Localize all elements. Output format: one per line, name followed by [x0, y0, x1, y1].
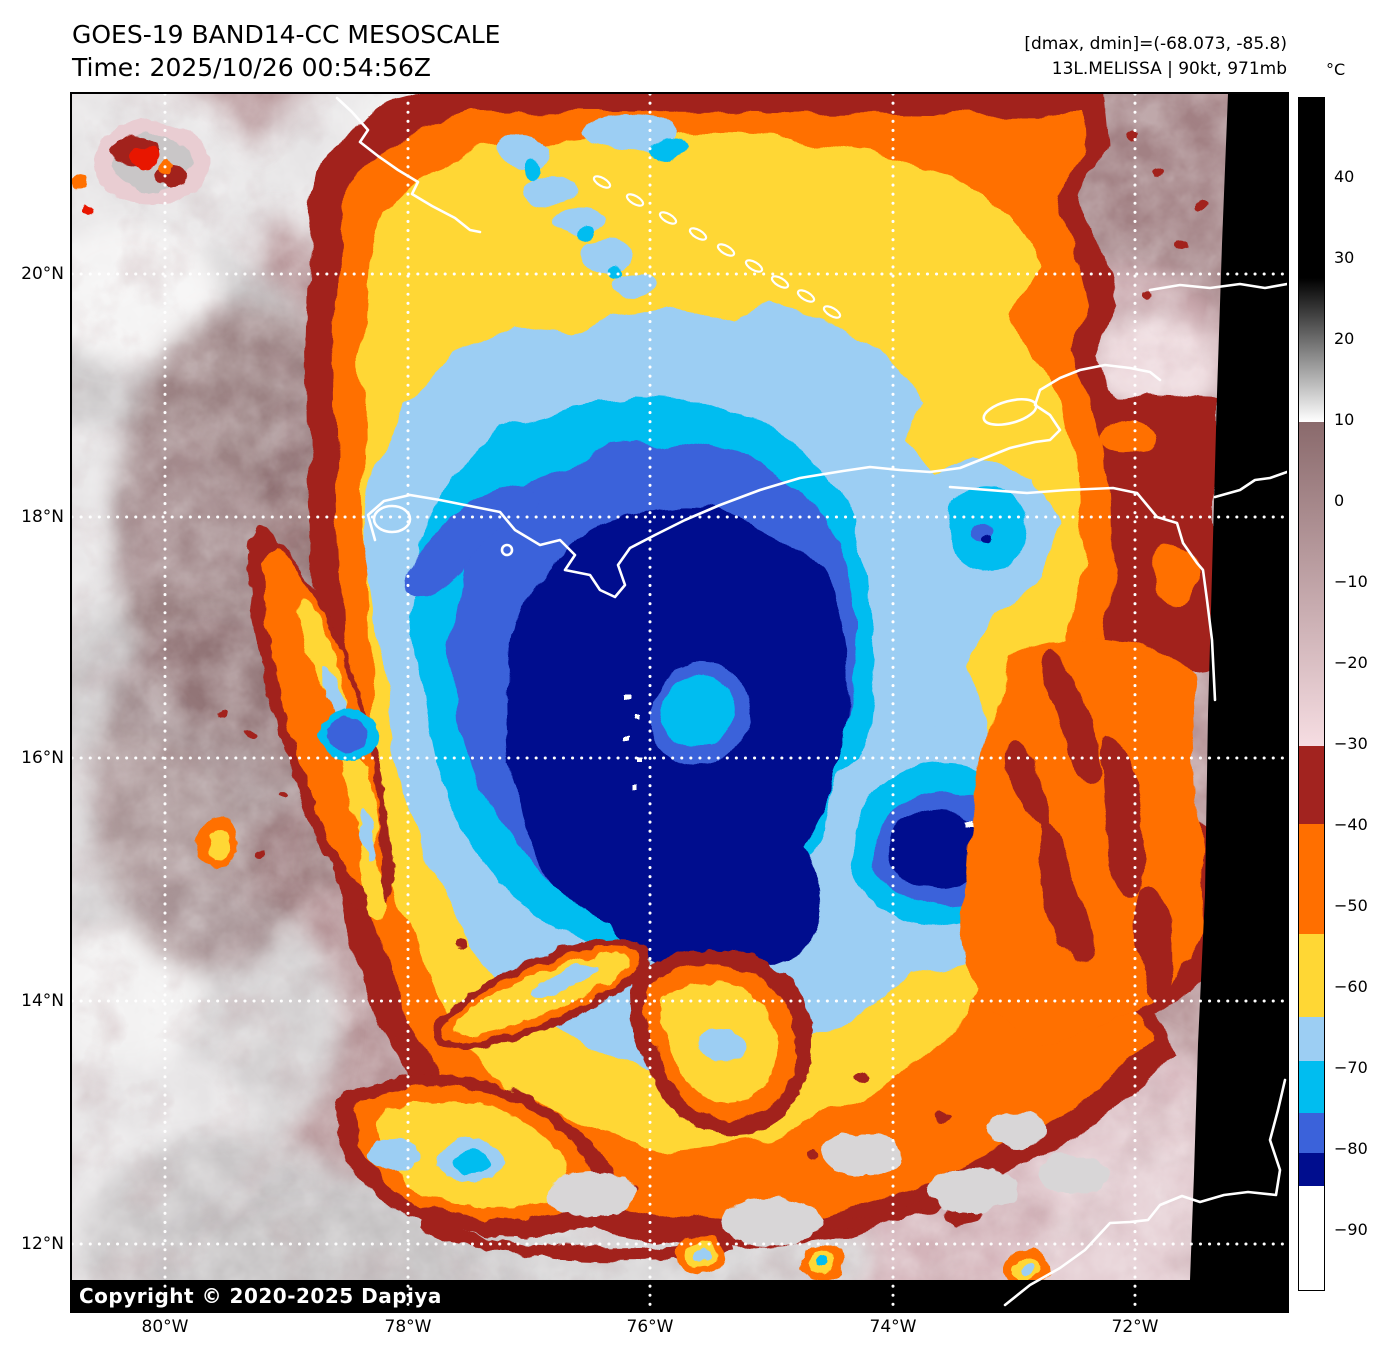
lon-axis-label: 74°W — [869, 1317, 917, 1337]
east-orange-field — [962, 636, 1200, 1044]
storm-info: 13L.MELISSA | 90kt, 971mb — [1051, 59, 1287, 79]
west-rainband — [198, 525, 393, 924]
colorbar-tick-label: −70 — [1334, 1058, 1368, 1077]
lat-axis-label: 18°N — [21, 507, 64, 527]
storm-annotation: [dmax, dmin]=(-68.073, -85.8) 13L.MELISSA… — [1024, 32, 1287, 82]
copyright-notice: Copyright © 2020-2025 Dapiya — [79, 1284, 442, 1308]
south-rainband — [335, 939, 945, 1261]
timestamp: Time: 2025/10/26 00:54:56Z — [72, 53, 431, 82]
colorbar-tick-label: 40 — [1334, 167, 1355, 186]
lon-axis-label: 76°W — [626, 1317, 674, 1337]
coastline-gulf-south-shore — [948, 485, 1217, 702]
colorbar-tick-label: 0 — [1334, 491, 1345, 510]
se-gray-patches — [547, 1111, 1107, 1246]
colorbar-tick-label: −80 — [1334, 1139, 1368, 1158]
colorbar — [1298, 97, 1325, 1291]
title-line: GOES-19 BAND14-CC MESOSCALE — [72, 20, 501, 49]
colorbar-tick-label: −40 — [1334, 815, 1368, 834]
overshooting-tops-dots — [620, 696, 642, 794]
colorbar-tick-label: −60 — [1334, 977, 1368, 996]
lat-axis-label: 14°N — [21, 991, 64, 1011]
lat-axis-label: 20°N — [21, 264, 64, 284]
lat-axis-label: 12°N — [21, 1234, 64, 1254]
speckles — [217, 129, 1208, 1193]
colorbar-unit-label: °C — [1326, 60, 1346, 79]
colorbar-tick-label: −10 — [1334, 572, 1368, 591]
colorbar-tick-label: −50 — [1334, 896, 1368, 915]
satellite-map — [70, 92, 1289, 1313]
coastline-haiti-north — [1148, 282, 1287, 292]
colorbar-tick-label: 30 — [1334, 248, 1355, 267]
lon-axis-label: 78°W — [384, 1317, 432, 1337]
graticule — [72, 94, 1287, 1311]
lon-axis-label: 72°W — [1111, 1317, 1159, 1337]
coastline-cuban-cays — [592, 175, 842, 319]
page-title: GOES-19 BAND14-CC MESOSCALE Time: 2025/10… — [72, 18, 500, 84]
coastline-lagoon — [372, 504, 412, 534]
colorbar-tick-label: −90 — [1334, 1220, 1368, 1239]
northwest-mini-storm — [72, 120, 210, 217]
lat-axis-label: 16°N — [21, 748, 64, 768]
coastlines — [335, 96, 1287, 1307]
colorbar-tick-label: 10 — [1334, 410, 1355, 429]
rainbands — [72, 120, 1208, 1290]
dmax-dmin-stat: [dmax, dmin]=(-68.073, -85.8) — [1024, 34, 1287, 54]
coastline-haiti-south-peninsula — [1003, 1078, 1287, 1307]
hurricane-ir-image — [72, 94, 1287, 1311]
colorbar-tick-label: −30 — [1334, 734, 1368, 753]
hurricane-eye — [655, 676, 737, 748]
colorbar-tick-label: 20 — [1334, 329, 1355, 348]
colorbar-tick-label: −20 — [1334, 653, 1368, 672]
coastline-dr-north — [1213, 470, 1287, 499]
coastline-gonave-island — [982, 397, 1038, 427]
lon-axis-label: 80°W — [141, 1317, 189, 1337]
eyewall-navy-ring — [510, 507, 849, 931]
coastline-small-island — [500, 543, 514, 557]
north-band-cold-patches — [490, 118, 692, 292]
